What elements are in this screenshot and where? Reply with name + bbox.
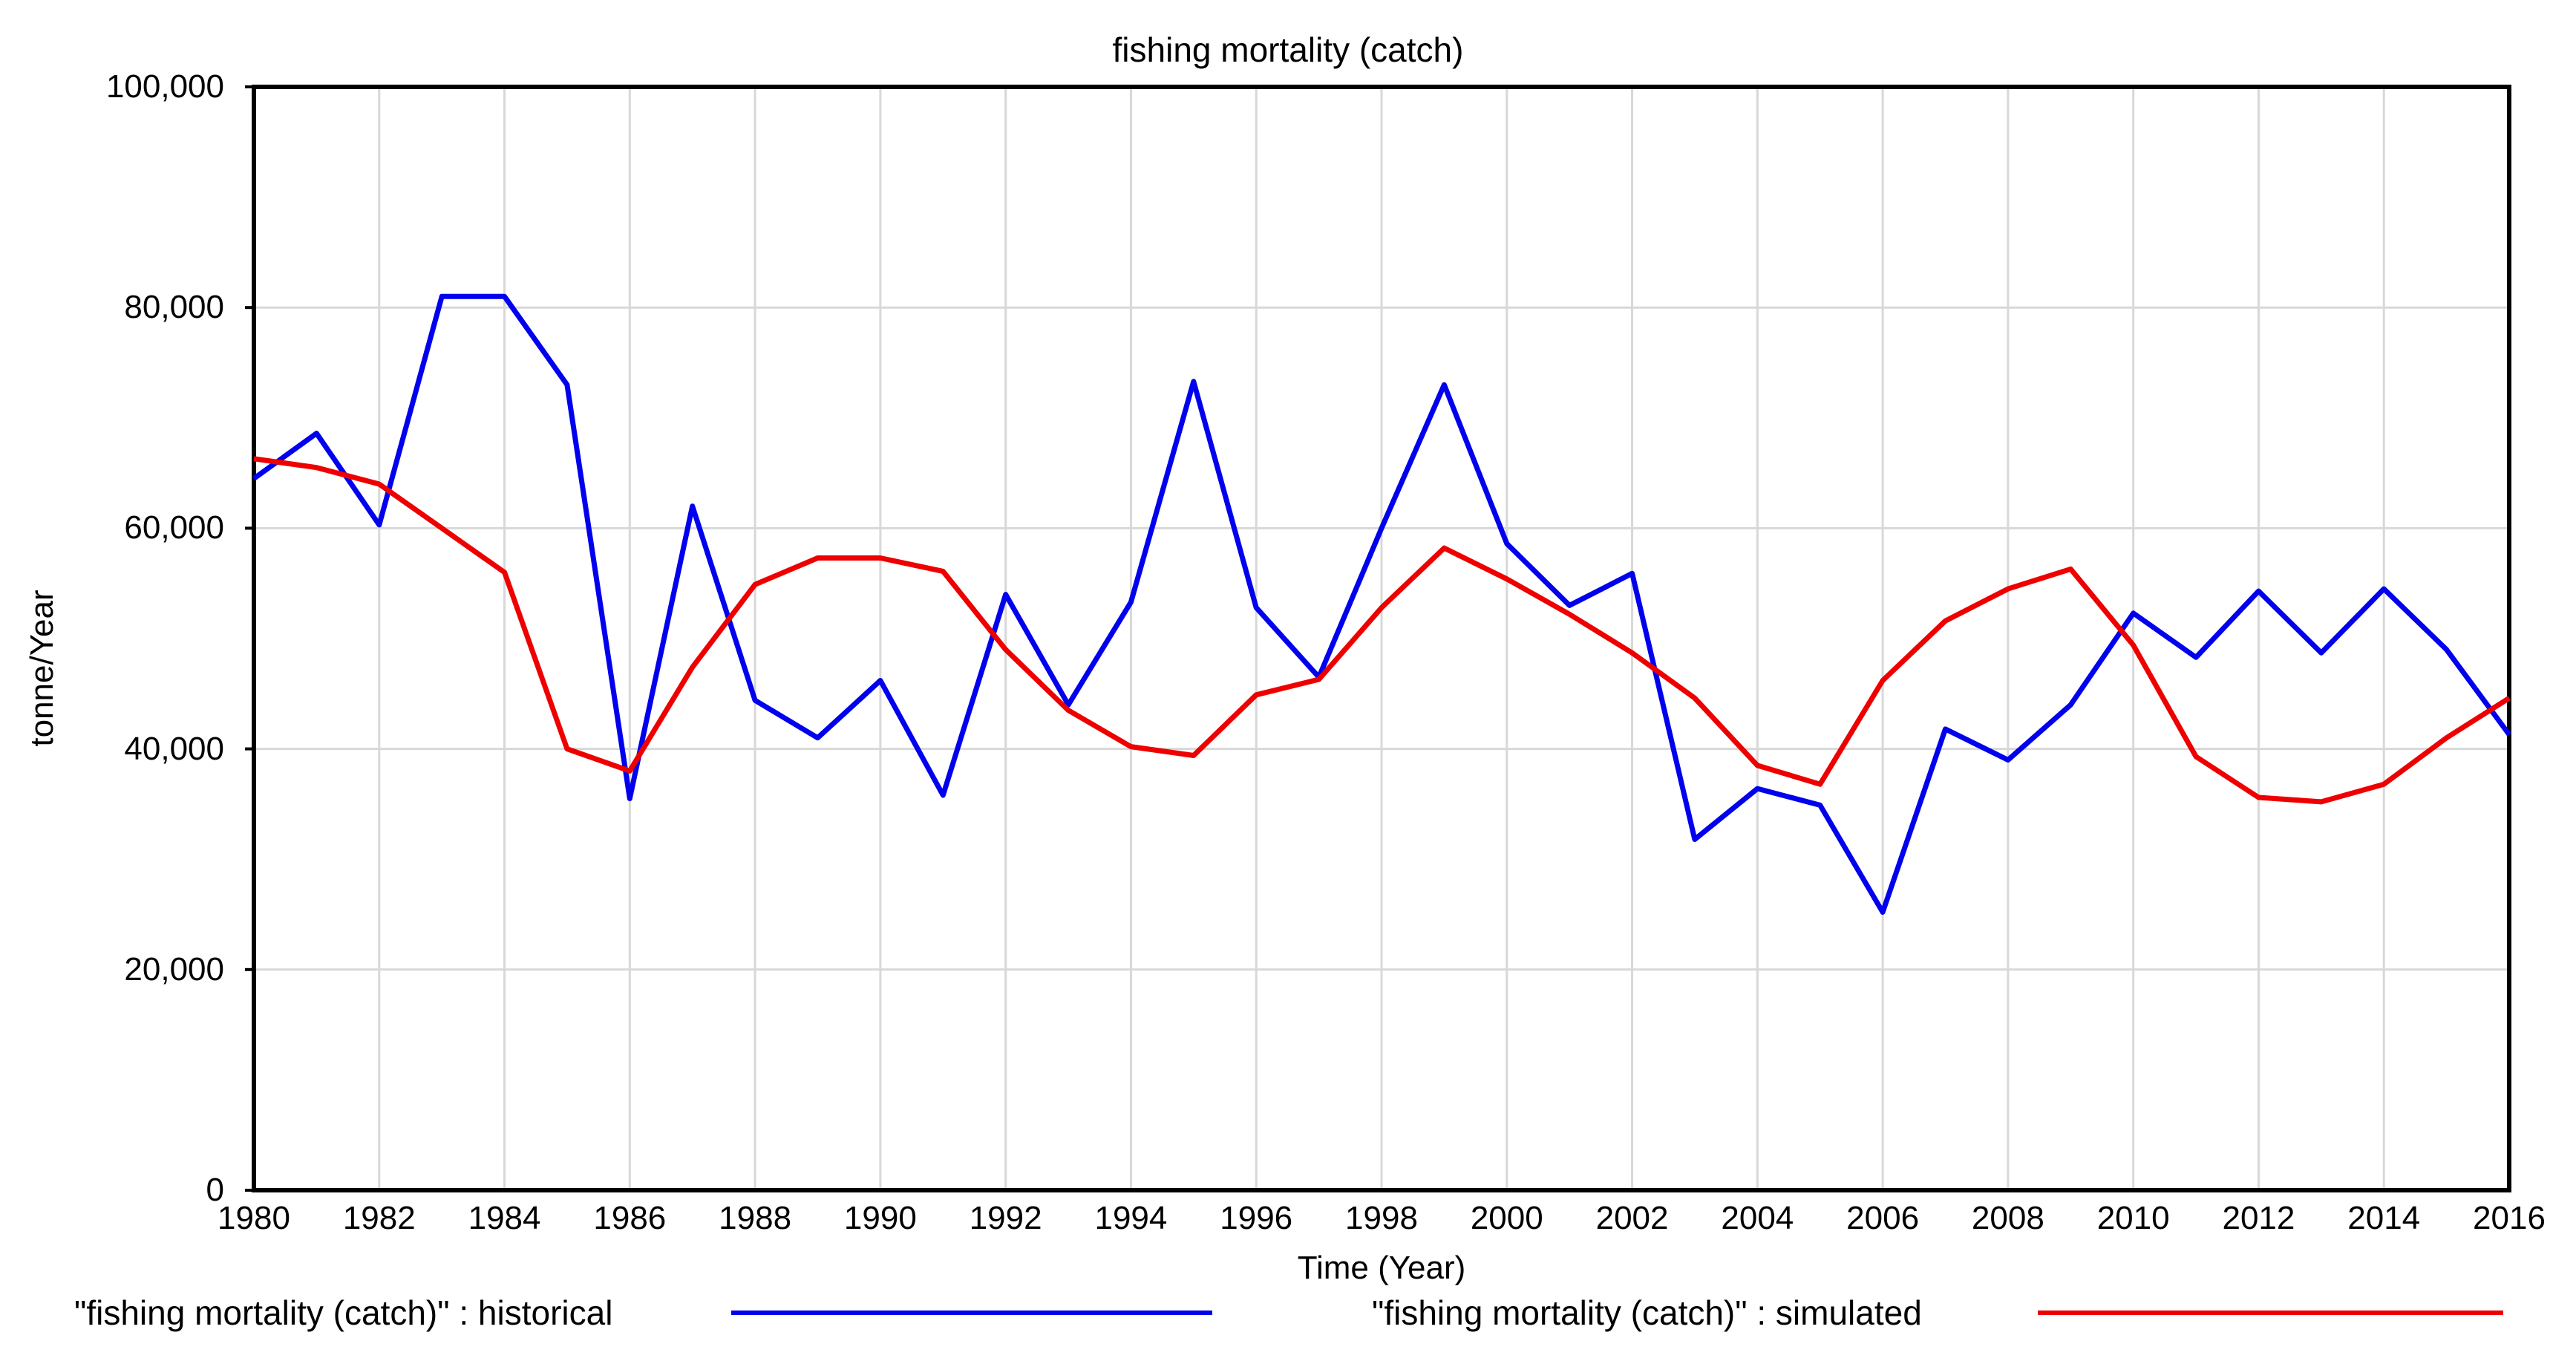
series-line-simulated [253,456,2511,805]
x-tick-label: 2006 [1846,1200,1920,1236]
chart-title: fishing mortality (catch) [1112,30,1464,69]
x-tick-label: 1990 [843,1200,917,1236]
x-tick-label: 2002 [1595,1200,1669,1236]
x-tick-label: 2008 [1971,1200,2044,1236]
x-tick-label: 1988 [719,1200,792,1236]
x-tick-label: 1982 [342,1200,416,1236]
legend-line-historical-swatch [731,1311,1212,1315]
x-tick-label: 2010 [2096,1200,2170,1236]
y-tick-label: 20,000 [124,950,224,988]
legend-label-simulated: "fishing mortality (catch)" : simulated [1372,1293,1922,1332]
y-axis-title: tonne/Year [24,590,60,747]
x-tick-label: 2016 [2473,1200,2546,1236]
legend-label-historical: "fishing mortality (catch)" : historical [74,1293,613,1332]
plot-frame [252,85,2511,1192]
x-tick-label: 1998 [1345,1200,1418,1236]
x-tick-label: 2004 [1721,1200,1794,1236]
y-tick-label: 80,000 [124,289,224,326]
y-tick-label: 0 [206,1172,224,1208]
x-tick-label: 2012 [2222,1200,2295,1236]
x-tick-label: 1984 [468,1200,541,1236]
x-tick-label: 2000 [1470,1200,1543,1236]
x-tick-label: 1980 [218,1200,290,1236]
legend-line-simulated-swatch [2038,1311,2503,1315]
x-tick-label: 1992 [969,1200,1042,1236]
y-tick-label: 100,000 [105,68,224,105]
x-axis-title: Time (Year) [1297,1250,1466,1286]
y-tick-label: 60,000 [124,509,224,546]
x-tick-label: 1994 [1094,1200,1168,1236]
x-tick-label: 2014 [2347,1200,2421,1236]
x-tick-label: 1986 [593,1200,667,1236]
y-tick-label: 40,000 [124,730,224,767]
x-tick-label: 1996 [1220,1200,1293,1236]
series-line-historical [252,293,2511,915]
